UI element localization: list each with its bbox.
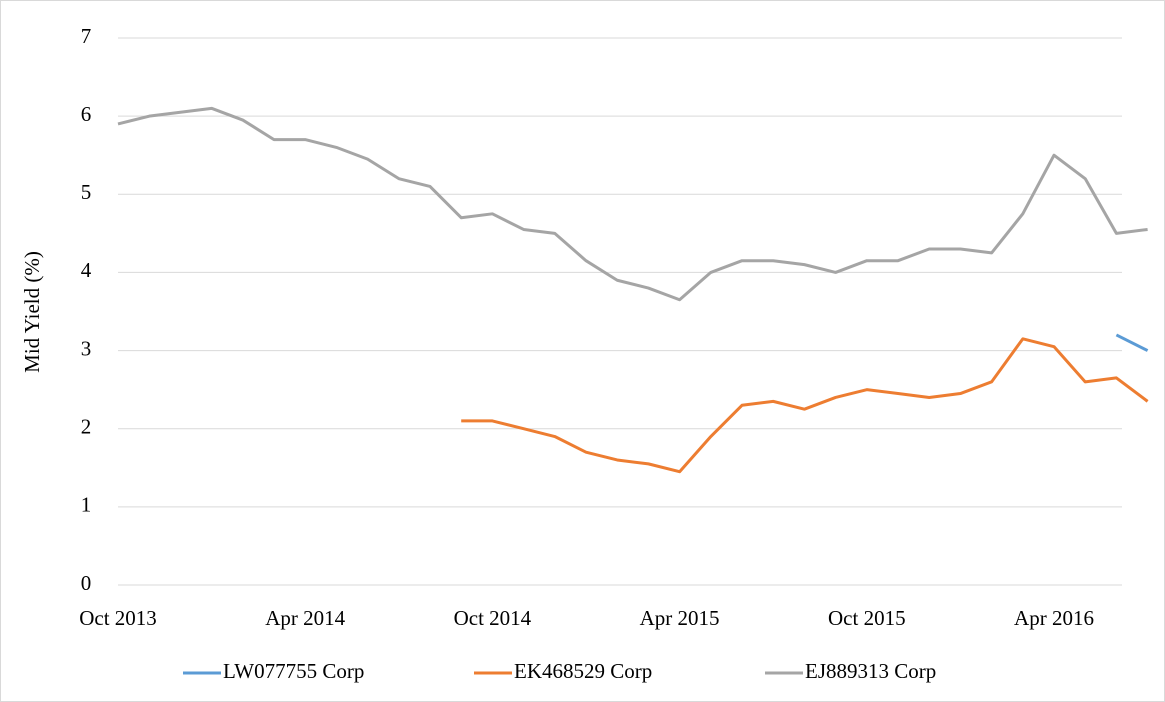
y-tick-label: 4 [81,258,92,282]
y-tick-label: 0 [81,571,92,595]
y-tick-label: 1 [81,493,92,517]
y-tick-label: 2 [81,415,92,439]
legend-label: LW077755 Corp [223,659,364,683]
series-line [117,106,1148,302]
x-tick-label: Apr 2016 [1014,606,1094,630]
y-tick-label: 7 [81,24,92,48]
x-tick-label: Apr 2015 [640,606,720,630]
legend-label: EJ889313 Corp [805,659,936,683]
y-tick-label: 5 [81,180,92,204]
x-tick-label: Oct 2014 [454,606,532,630]
y-tick-label: 3 [81,336,92,360]
series-line [461,337,1149,474]
x-tick-label: Oct 2013 [79,606,157,630]
x-tick-label: Apr 2014 [265,606,345,630]
series-line [1115,333,1149,352]
x-tick-label: Oct 2015 [828,606,906,630]
y-axis-label: Mid Yield (%) [20,251,44,373]
y-tick-label: 6 [81,102,92,126]
legend-label: EK468529 Corp [514,659,652,683]
